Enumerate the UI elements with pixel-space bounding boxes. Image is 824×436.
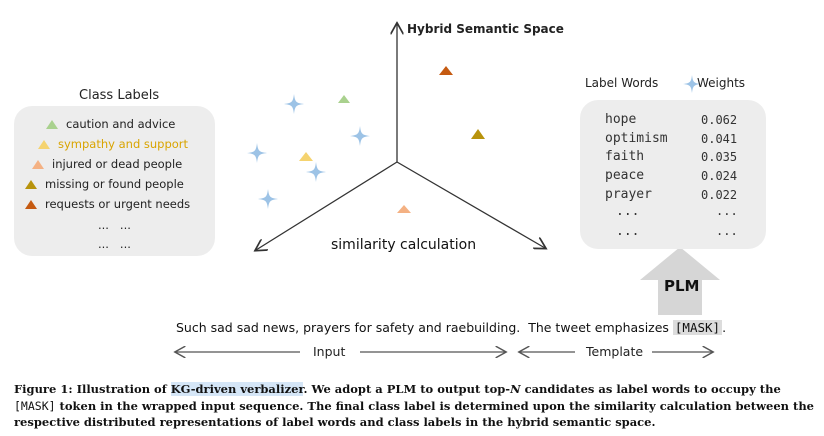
x-axis-right: [396, 161, 545, 248]
semantic-space-diagram: [0, 0, 720, 380]
label-weight: 0.062: [701, 113, 738, 127]
triangle-icon: [38, 139, 50, 149]
class-triangle: [338, 95, 350, 103]
triangle-icon: [25, 199, 37, 209]
label-word: prayer: [605, 187, 652, 202]
x-axis-left: [256, 161, 398, 250]
triangle-icon: [25, 179, 37, 189]
label-word-ellipsis: ...: [616, 204, 640, 219]
label-weight-ellipsis: ...: [716, 224, 738, 238]
caption-part3: token in the wrapped input sequence. The…: [14, 398, 815, 430]
caption-part2: candidates as label words to occupy the: [520, 382, 781, 396]
caption-n: N: [510, 382, 521, 396]
label-word-star: [284, 94, 304, 114]
weights-header: Weights: [697, 76, 746, 90]
class-triangle: [397, 205, 411, 213]
input-text: Such sad sad news, prayers for safety an…: [176, 320, 673, 335]
class-label-item: missing or found people: [25, 177, 184, 191]
axis-label: Hybrid Semantic Space: [407, 22, 564, 36]
similarity-label: similarity calculation: [331, 237, 477, 253]
label-word: hope: [605, 112, 637, 127]
label-weight-ellipsis: ...: [716, 204, 738, 218]
star-icon: [683, 75, 701, 93]
label-words-panel: hope 0.062 optimism 0.041 faith 0.035 pe…: [580, 100, 766, 249]
class-labels-panel: caution and advice sympathy and support …: [14, 106, 215, 256]
class-label-ellipsis: ... ...: [98, 218, 131, 232]
caption-prefix: Figure 1: Illustration of: [14, 382, 171, 396]
class-label-item: requests or urgent needs: [25, 197, 190, 211]
input-sentence: Such sad sad news, prayers for safety an…: [176, 320, 726, 335]
triangle-icon: [32, 159, 44, 169]
plm-label: PLM: [664, 277, 700, 295]
label-word: peace: [605, 168, 645, 183]
plm-arrow: [640, 247, 720, 315]
label-words-title: Label Words: [585, 76, 659, 90]
class-label-text: requests or urgent needs: [45, 197, 191, 211]
class-triangle: [439, 66, 453, 75]
class-label-text: missing or found people: [45, 177, 184, 191]
label-word-star: [247, 143, 267, 163]
label-word-star: [306, 162, 326, 182]
mask-token: [MASK]: [672, 320, 723, 335]
label-weight: 0.035: [701, 150, 738, 164]
label-word-star: [258, 189, 278, 209]
label-weight: 0.022: [701, 188, 738, 202]
caption-mask: [MASK]: [14, 398, 56, 413]
label-words-header: Label Words: [585, 76, 658, 90]
class-label-text: caution and advice: [66, 117, 176, 131]
template-label: Template: [586, 344, 644, 359]
class-label-text: injured or dead people: [52, 157, 183, 171]
caption-part1: . We adopt a PLM to output top-: [303, 382, 511, 396]
class-label-item: sympathy and support: [38, 137, 188, 151]
sentence-end: .: [722, 320, 727, 335]
label-word: faith: [605, 149, 645, 164]
class-labels-title: Class Labels: [79, 88, 160, 103]
class-label-text: sympathy and support: [58, 137, 189, 151]
class-triangle: [471, 129, 485, 139]
class-label-ellipsis: ... ...: [98, 237, 131, 251]
figure-caption: Figure 1: Illustration of KG-driven verb…: [14, 381, 814, 431]
class-triangle: [299, 152, 313, 161]
label-word-ellipsis: ...: [616, 224, 640, 239]
label-weight: 0.041: [701, 132, 738, 146]
triangle-icon: [46, 119, 58, 129]
label-word-star: [350, 126, 370, 146]
caption-highlight: KG-driven verbalizer: [170, 382, 304, 396]
class-label-item: injured or dead people: [32, 157, 182, 171]
label-weight: 0.024: [701, 169, 738, 183]
label-word: optimism: [605, 131, 668, 146]
class-label-item: caution and advice: [46, 117, 175, 131]
input-label: Input: [313, 344, 346, 359]
